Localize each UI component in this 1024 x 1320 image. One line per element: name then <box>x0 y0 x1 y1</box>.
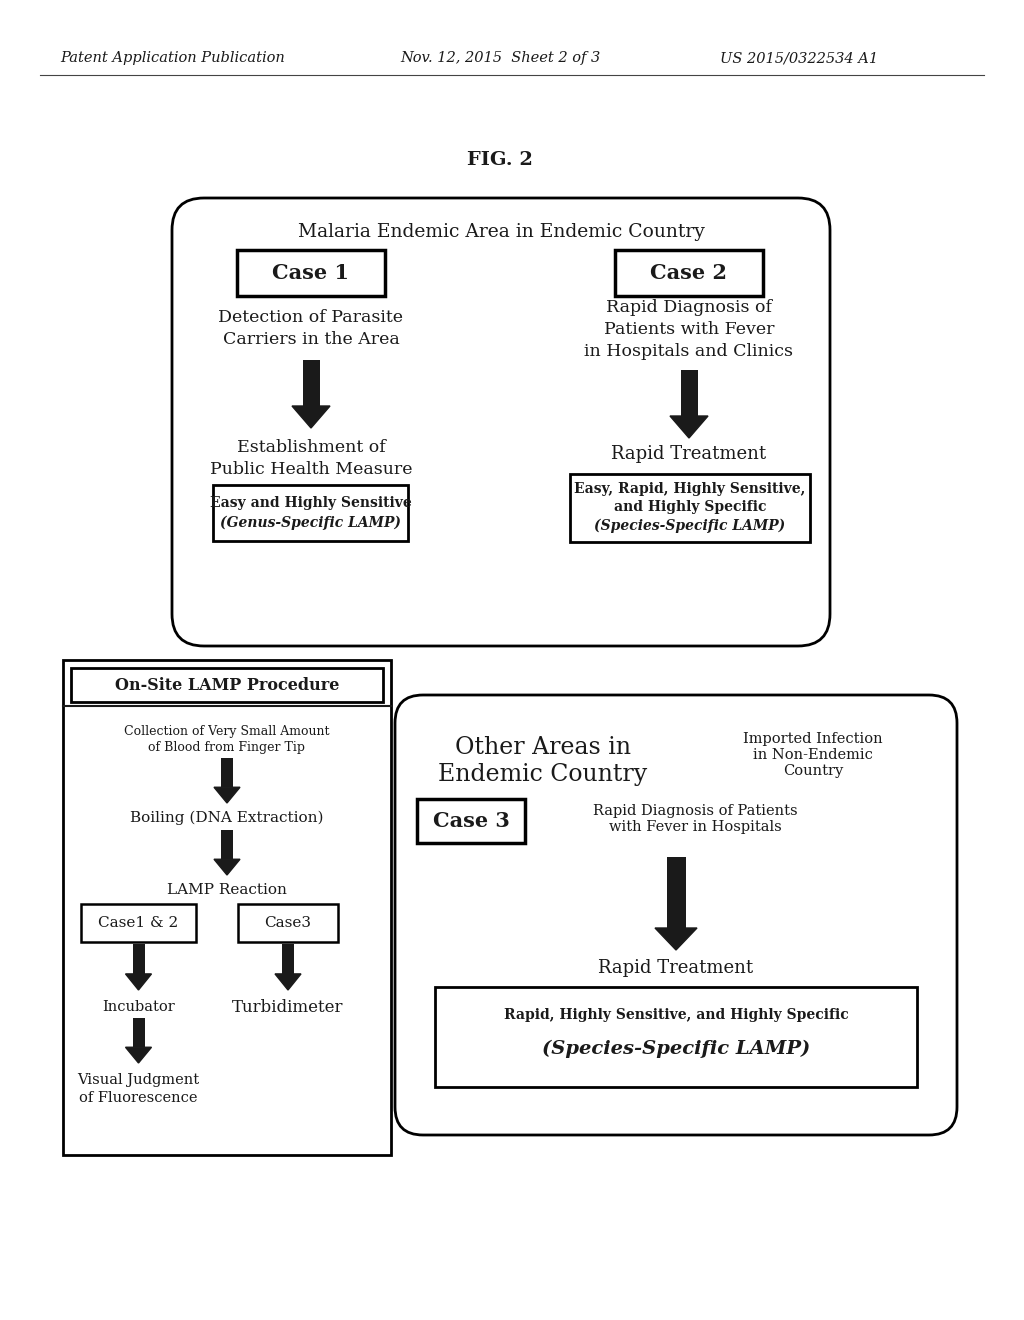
Bar <box>213 484 408 541</box>
Polygon shape <box>214 859 240 875</box>
Bar <box>417 799 525 843</box>
Text: FIG. 2: FIG. 2 <box>467 150 532 169</box>
Bar <box>221 758 233 787</box>
Text: Endemic Country: Endemic Country <box>438 763 647 787</box>
Text: Visual Judgment: Visual Judgment <box>78 1073 200 1086</box>
Bar <box>221 830 233 859</box>
Text: Case1 & 2: Case1 & 2 <box>98 916 178 931</box>
Text: Patent Application Publication: Patent Application Publication <box>60 51 285 65</box>
Text: LAMP Reaction: LAMP Reaction <box>167 883 287 898</box>
Text: Case 1: Case 1 <box>272 263 349 282</box>
Text: Collection of Very Small Amount: Collection of Very Small Amount <box>124 726 330 738</box>
Polygon shape <box>275 974 301 990</box>
Text: Case 3: Case 3 <box>432 810 509 832</box>
Text: Rapid Treatment: Rapid Treatment <box>598 960 754 977</box>
Bar <box>667 857 685 928</box>
Text: Detection of Parasite: Detection of Parasite <box>218 309 403 326</box>
Text: Turbidimeter: Turbidimeter <box>232 998 344 1015</box>
Polygon shape <box>670 416 708 438</box>
Text: US 2015/0322534 A1: US 2015/0322534 A1 <box>720 51 879 65</box>
Text: Easy and Highly Sensitive: Easy and Highly Sensitive <box>210 496 412 510</box>
Text: Patients with Fever: Patients with Fever <box>604 322 774 338</box>
FancyBboxPatch shape <box>172 198 830 645</box>
Bar <box>71 668 383 702</box>
Text: Rapid, Highly Sensitive, and Highly Specific: Rapid, Highly Sensitive, and Highly Spec… <box>504 1008 848 1022</box>
Text: Country: Country <box>783 764 843 777</box>
Polygon shape <box>292 407 330 428</box>
FancyBboxPatch shape <box>395 696 957 1135</box>
Text: (Species-Specific LAMP): (Species-Specific LAMP) <box>542 1040 810 1059</box>
Text: Public Health Measure: Public Health Measure <box>210 461 413 478</box>
Text: (Genus-Specific LAMP): (Genus-Specific LAMP) <box>220 516 401 531</box>
Polygon shape <box>655 928 697 950</box>
Bar <box>615 249 763 296</box>
Text: Boiling (DNA Extraction): Boiling (DNA Extraction) <box>130 810 324 825</box>
Text: On-Site LAMP Procedure: On-Site LAMP Procedure <box>115 677 339 694</box>
Bar <box>282 944 294 974</box>
Bar <box>81 904 196 942</box>
Bar <box>132 944 144 974</box>
Bar <box>237 249 385 296</box>
Text: Other Areas in: Other Areas in <box>455 735 631 759</box>
Text: Rapid Treatment: Rapid Treatment <box>611 445 767 463</box>
Bar <box>435 987 918 1086</box>
Bar <box>63 660 391 1155</box>
Text: of Fluorescence: of Fluorescence <box>79 1092 198 1105</box>
Bar <box>302 360 319 407</box>
Text: Case 2: Case 2 <box>650 263 727 282</box>
Bar <box>681 370 697 416</box>
Polygon shape <box>126 974 152 990</box>
Text: (Species-Specific LAMP): (Species-Specific LAMP) <box>594 519 785 533</box>
Text: Rapid Diagnosis of: Rapid Diagnosis of <box>606 300 772 317</box>
Text: and Highly Specific: and Highly Specific <box>613 500 766 513</box>
Text: Incubator: Incubator <box>102 1001 175 1014</box>
Text: Malaria Endemic Area in Endemic Country: Malaria Endemic Area in Endemic Country <box>298 223 705 242</box>
Text: Establishment of: Establishment of <box>237 438 385 455</box>
Text: Imported Infection: Imported Infection <box>743 733 883 746</box>
Polygon shape <box>126 1047 152 1063</box>
Text: of Blood from Finger Tip: of Blood from Finger Tip <box>148 741 305 754</box>
Text: Carriers in the Area: Carriers in the Area <box>222 331 399 348</box>
Text: with Fever in Hospitals: with Fever in Hospitals <box>608 820 781 834</box>
Bar <box>132 1018 144 1047</box>
Text: in Non-Endemic: in Non-Endemic <box>753 748 872 762</box>
Text: Rapid Diagnosis of Patients: Rapid Diagnosis of Patients <box>593 804 798 818</box>
Text: Nov. 12, 2015  Sheet 2 of 3: Nov. 12, 2015 Sheet 2 of 3 <box>400 51 600 65</box>
Polygon shape <box>214 787 240 803</box>
Text: Case3: Case3 <box>264 916 311 931</box>
Bar <box>238 904 338 942</box>
Text: Easy, Rapid, Highly Sensitive,: Easy, Rapid, Highly Sensitive, <box>574 482 806 496</box>
Text: in Hospitals and Clinics: in Hospitals and Clinics <box>585 343 794 360</box>
Bar <box>570 474 810 543</box>
